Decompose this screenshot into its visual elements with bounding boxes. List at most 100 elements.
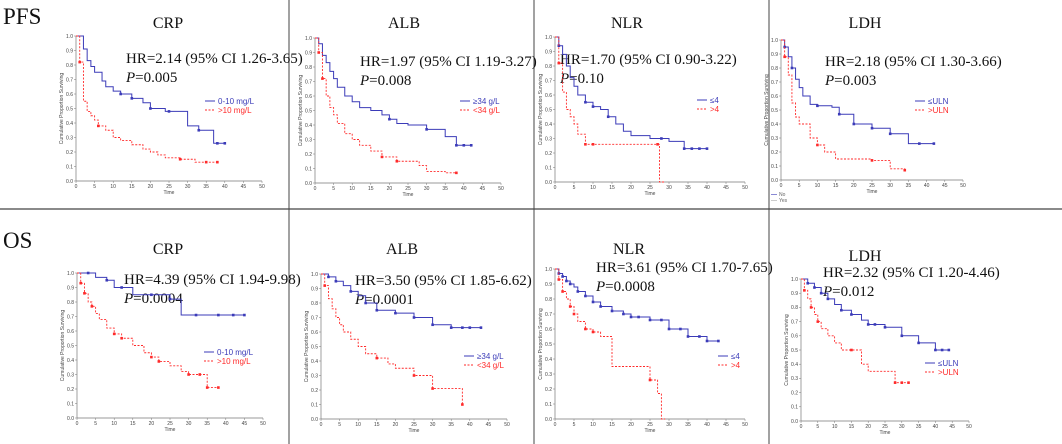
y-tick-label: 0.2: [311, 388, 318, 394]
censor-mark: [698, 147, 701, 150]
censor-mark: [717, 339, 720, 343]
y-tick-label: 0.2: [305, 152, 312, 158]
censor-mark: [119, 92, 122, 96]
censor-mark: [198, 373, 202, 376]
row-label-pfs: PFS: [3, 4, 41, 29]
censor-mark: [850, 313, 853, 316]
censor-mark: [394, 311, 397, 315]
p-value: =0.0008: [605, 279, 655, 295]
censor-mark: [431, 323, 434, 327]
row-label-os: OS: [3, 228, 32, 253]
censor-mark: [150, 355, 153, 359]
p-value: =0.005: [135, 70, 177, 86]
x-tick-label: 40: [704, 422, 710, 428]
censor-mark: [469, 144, 473, 147]
censor-mark: [686, 335, 690, 338]
x-tick-label: 35: [442, 186, 448, 192]
x-axis-label: Time: [409, 428, 420, 434]
censor-mark: [349, 290, 353, 293]
legend-label: ≤4: [731, 352, 740, 361]
y-tick-label: 0.1: [791, 405, 798, 411]
y-tick-label: 0.0: [66, 179, 73, 185]
censor-mark: [364, 301, 367, 305]
y-tick-label: 1.0: [545, 35, 552, 41]
legend-label: >4: [731, 361, 741, 370]
censor-mark: [130, 97, 134, 100]
censor-mark: [888, 132, 892, 136]
x-tick-label: 40: [222, 184, 228, 190]
y-axis-label: Cumulative Proportion Surviving: [784, 314, 790, 386]
y-tick-label: 0.1: [545, 402, 552, 408]
legend-label: <34 g/L: [473, 106, 500, 115]
x-tick-label: 20: [865, 424, 871, 430]
censor-mark: [591, 105, 595, 108]
x-tick-label: 10: [349, 186, 355, 192]
km-curve-low-risk: [77, 272, 245, 316]
x-tick-label: 30: [186, 421, 192, 427]
km-curve-high-risk: [315, 37, 457, 174]
p-value: =0.10: [569, 71, 604, 87]
y-tick-label: 0.4: [67, 358, 74, 364]
hazard-ratio-text: HR=2.32 (95% CI 1.20-4.46): [823, 265, 1000, 281]
y-tick-label: 0.1: [311, 402, 318, 408]
censor-mark: [83, 292, 86, 295]
censor-mark: [606, 115, 610, 119]
p-value: =0.012: [832, 284, 874, 300]
x-tick-label: 5: [94, 421, 97, 427]
x-tick-label: 10: [111, 421, 117, 427]
censor-mark: [187, 373, 190, 376]
x-axis-label: Time: [645, 191, 656, 197]
x-tick-label: 10: [815, 183, 821, 189]
p-value-text: P=0.008: [359, 73, 411, 89]
p-label: P: [125, 70, 135, 86]
censor-mark: [455, 171, 458, 175]
y-tick-label: 0.5: [771, 108, 778, 114]
p-label: P: [354, 292, 364, 308]
x-tick-label: 25: [405, 186, 411, 192]
censor-mark: [816, 143, 819, 147]
y-tick-label: 0.1: [771, 164, 778, 170]
x-tick-label: 45: [949, 424, 955, 430]
y-tick-label: 0.0: [67, 416, 74, 422]
km-curve-high-risk: [801, 278, 909, 384]
y-tick-label: 0.7: [771, 80, 778, 86]
y-tick-label: 0.0: [791, 419, 798, 425]
x-tick-label: 10: [355, 422, 361, 428]
p-value-text: P=0.005: [125, 70, 177, 86]
censor-mark: [622, 312, 625, 316]
y-tick-label: 0.2: [545, 387, 552, 393]
y-tick-label: 0.3: [67, 372, 74, 378]
x-tick-label: 25: [166, 184, 172, 190]
x-tick-label: 15: [609, 422, 615, 428]
p-label: P: [123, 291, 133, 307]
x-tick-label: 5: [573, 185, 576, 191]
censor-mark: [826, 297, 830, 301]
y-tick-label: 0.6: [66, 92, 73, 98]
legend-label: Yes: [779, 198, 788, 204]
km-panel-pfs-crp: CRP HR=2.14 (95% CI 1.26-3.65) P=0.005 0 5 10…: [59, 15, 303, 196]
y-tick-label: 0.8: [67, 300, 74, 306]
y-axis-label: Cumulative Proportion Surviving: [764, 74, 770, 146]
y-tick-label: 0.3: [311, 373, 318, 379]
censor-mark: [813, 286, 816, 289]
y-tick-label: 0.5: [791, 348, 798, 354]
censor-mark: [388, 117, 391, 121]
y-tick-label: 0.1: [545, 165, 552, 171]
censor-mark: [561, 290, 564, 293]
x-tick-label: 50: [742, 422, 748, 428]
censor-mark: [934, 348, 937, 352]
x-tick-label: 30: [430, 422, 436, 428]
x-tick-label: 10: [590, 185, 596, 191]
x-tick-label: 20: [628, 422, 634, 428]
x-tick-label: 0: [76, 421, 79, 427]
x-tick-label: 35: [685, 185, 691, 191]
censor-mark: [591, 300, 595, 304]
y-tick-label: 0.4: [311, 359, 318, 365]
p-value: =0.003: [834, 73, 876, 89]
x-tick-label: 15: [368, 186, 374, 192]
y-axis-label: Cumulative Proportion Surviving: [538, 74, 544, 146]
censor-mark: [705, 339, 709, 343]
censor-mark: [157, 360, 161, 363]
